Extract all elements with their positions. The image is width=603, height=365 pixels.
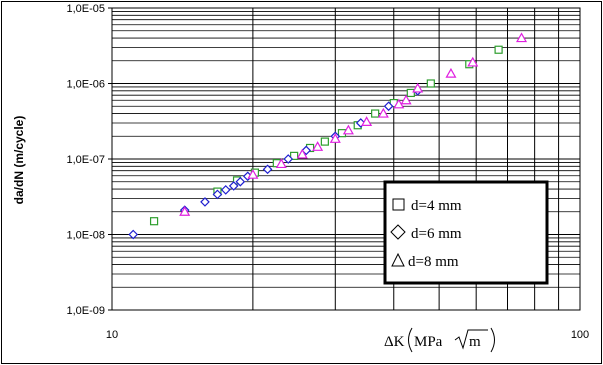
x-tick-label: 100 bbox=[571, 329, 589, 341]
data-point-diamond bbox=[283, 154, 294, 164]
data-point-diamond bbox=[220, 185, 231, 195]
legend-label-d8: d=8 mm bbox=[408, 254, 459, 270]
data-point-triangle bbox=[361, 116, 373, 127]
x-axis-label-paren-right bbox=[490, 327, 495, 353]
x-axis-label-unit: MPa bbox=[414, 334, 443, 350]
data-point-diamond bbox=[383, 101, 394, 112]
legend-label-d4: d=4 mm bbox=[411, 198, 462, 214]
legend-diamond-icon bbox=[390, 224, 406, 240]
data-point-triangle bbox=[312, 141, 324, 151]
data-point-square bbox=[149, 217, 159, 226]
data-point-square bbox=[290, 151, 299, 160]
data-point-square bbox=[426, 79, 435, 88]
data-point-diamond bbox=[200, 197, 210, 207]
axis-ticks: 1,0E-09 1,0E-08 1,0E-07 1,0E-06 1,0E-05 10 100 bbox=[66, 3, 589, 341]
data-point-diamond bbox=[235, 176, 246, 187]
y-tick-label: 1,0E-09 bbox=[66, 305, 105, 317]
legend-label-d6: d=6 mm bbox=[411, 226, 462, 242]
data-point-square bbox=[371, 109, 380, 118]
x-tick-label: 10 bbox=[106, 329, 118, 341]
legend: d=4 mm d=6 mm d=8 mm bbox=[383, 180, 549, 285]
y-tick-label: 1,0E-08 bbox=[66, 230, 105, 242]
x-axis-label-paren-left bbox=[408, 327, 413, 353]
y-axis-label: da/dN (m/cycle) bbox=[12, 116, 26, 205]
data-point-triangle bbox=[445, 67, 457, 78]
data-point-diamond bbox=[228, 181, 239, 191]
y-tick-label: 1,0E-05 bbox=[66, 3, 105, 15]
data-point-triangle bbox=[467, 56, 479, 67]
data-point-triangle bbox=[516, 32, 528, 43]
x-axis-label: ΔK MPa m bbox=[384, 327, 495, 353]
data-point-diamond bbox=[262, 164, 273, 175]
data-point-diamond bbox=[128, 229, 139, 240]
data-point-diamond bbox=[212, 189, 223, 200]
data-point-triangle bbox=[247, 168, 259, 179]
data-point-square bbox=[320, 137, 329, 146]
legend-triangle-icon bbox=[391, 252, 405, 267]
x-axis-label-sqrt-arg: m bbox=[469, 334, 481, 350]
data-points bbox=[128, 32, 528, 240]
data-point-triangle bbox=[275, 158, 287, 169]
legend-box bbox=[383, 180, 549, 285]
data-point-triangle bbox=[412, 82, 424, 93]
data-point-triangle bbox=[296, 148, 308, 159]
data-point-triangle bbox=[329, 133, 341, 143]
y-tick-label: 1,0E-06 bbox=[66, 79, 105, 91]
data-point-square bbox=[494, 45, 503, 54]
x-axis-label-prefix: ΔK bbox=[384, 334, 405, 350]
data-point-triangle bbox=[377, 107, 389, 118]
y-tick-label: 1,0E-07 bbox=[66, 154, 105, 166]
data-point-triangle bbox=[179, 206, 191, 216]
data-point-triangle bbox=[342, 124, 354, 135]
legend-square-icon bbox=[392, 198, 405, 211]
sqrt-sign bbox=[454, 329, 488, 350]
data-point-triangle bbox=[400, 94, 412, 105]
data-point-square bbox=[406, 88, 415, 98]
